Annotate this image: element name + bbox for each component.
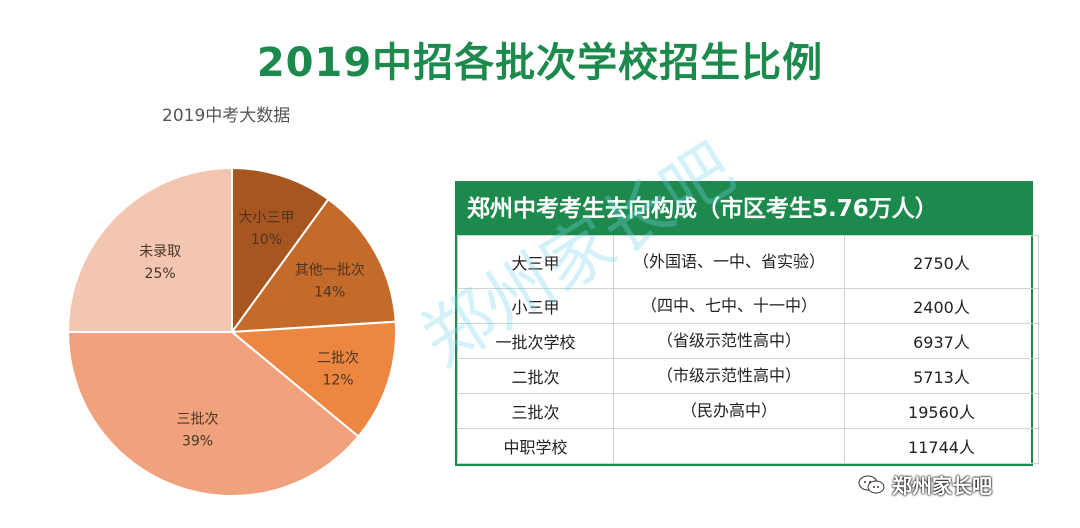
table-row: 二批次 （市级示范性高中） 5713人	[457, 358, 1039, 394]
pie-slice	[229, 197, 397, 334]
row-note: （民办高中）	[613, 393, 845, 429]
slice-percent: 12%	[322, 372, 353, 388]
row-category: 二批次	[457, 358, 614, 394]
table-row: 一批次学校 （省级示范性高中） 6937人	[457, 323, 1039, 359]
row-category: 一批次学校	[457, 323, 614, 359]
destination-table: 郑州中考考生去向构成（市区考生5.76万人） 大三甲 （外国语、一中、省实验） …	[455, 181, 1039, 466]
row-note: （市级示范性高中）	[613, 358, 845, 394]
slice-percent: 39%	[182, 434, 213, 450]
pie-slice	[66, 331, 360, 497]
pie-chart: 大小三甲 10% 其他一批次 14% 二批次 12% 三批次 39% 未录取 25%	[66, 166, 397, 497]
wechat-icon	[858, 474, 886, 496]
row-category: 大三甲	[457, 235, 614, 289]
page-title: 2019中招各批次学校招生比例	[256, 40, 824, 86]
slice-label: 大小三甲	[238, 210, 294, 226]
row-category: 小三甲	[457, 288, 614, 324]
row-count: 11744人	[844, 428, 1039, 464]
table-header: 郑州中考考生去向构成（市区考生5.76万人）	[457, 183, 1031, 235]
slice-label: 三批次	[177, 412, 219, 428]
row-category: 三批次	[457, 393, 614, 429]
row-note	[613, 428, 845, 464]
row-count: 5713人	[844, 358, 1039, 394]
chart-subtitle: 2019中考大数据	[162, 106, 291, 126]
table-row: 大三甲 （外国语、一中、省实验） 2750人	[457, 235, 1039, 289]
slice-percent: 10%	[251, 232, 282, 248]
row-count: 2750人	[844, 235, 1039, 289]
row-note: （外国语、一中、省实验）	[613, 235, 845, 289]
slice-label: 其他一批次	[295, 262, 365, 278]
slice-percent: 25%	[145, 266, 176, 282]
slice-label: 二批次	[317, 350, 359, 366]
slice-percent: 14%	[314, 284, 345, 300]
pie-slice	[229, 320, 397, 438]
brand-badge[interactable]: 郑州家长吧	[858, 470, 992, 499]
pie-slice	[231, 166, 330, 336]
row-note: （省级示范性高中）	[613, 323, 845, 359]
pie-slice	[66, 166, 233, 333]
table-row: 三批次 （民办高中） 19560人	[457, 393, 1039, 429]
row-count: 19560人	[844, 393, 1039, 429]
row-note: （四中、七中、十一中）	[613, 288, 845, 324]
table-row: 小三甲 （四中、七中、十一中） 2400人	[457, 288, 1039, 324]
row-category: 中职学校	[457, 428, 614, 464]
brand-name: 郑州家长吧	[892, 474, 992, 498]
row-count: 2400人	[844, 288, 1039, 324]
row-count: 6937人	[844, 323, 1039, 359]
slice-label: 未录取	[139, 244, 181, 260]
table-row: 中职学校 11744人	[457, 428, 1039, 464]
table-body: 大三甲 （外国语、一中、省实验） 2750人 小三甲 （四中、七中、十一中） 2…	[457, 235, 1039, 464]
